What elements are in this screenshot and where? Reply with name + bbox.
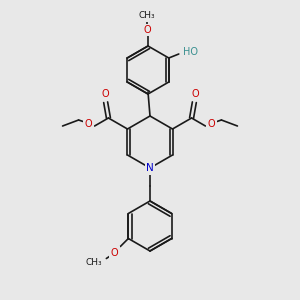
Text: CH₃: CH₃ <box>139 11 155 20</box>
Text: N: N <box>146 163 154 173</box>
Text: O: O <box>102 89 110 99</box>
Text: CH₃: CH₃ <box>86 258 102 267</box>
Text: O: O <box>143 25 151 35</box>
Text: O: O <box>191 89 199 99</box>
Text: O: O <box>110 248 118 257</box>
Text: O: O <box>85 119 92 129</box>
Text: HO: HO <box>183 47 198 57</box>
Text: O: O <box>208 119 215 129</box>
